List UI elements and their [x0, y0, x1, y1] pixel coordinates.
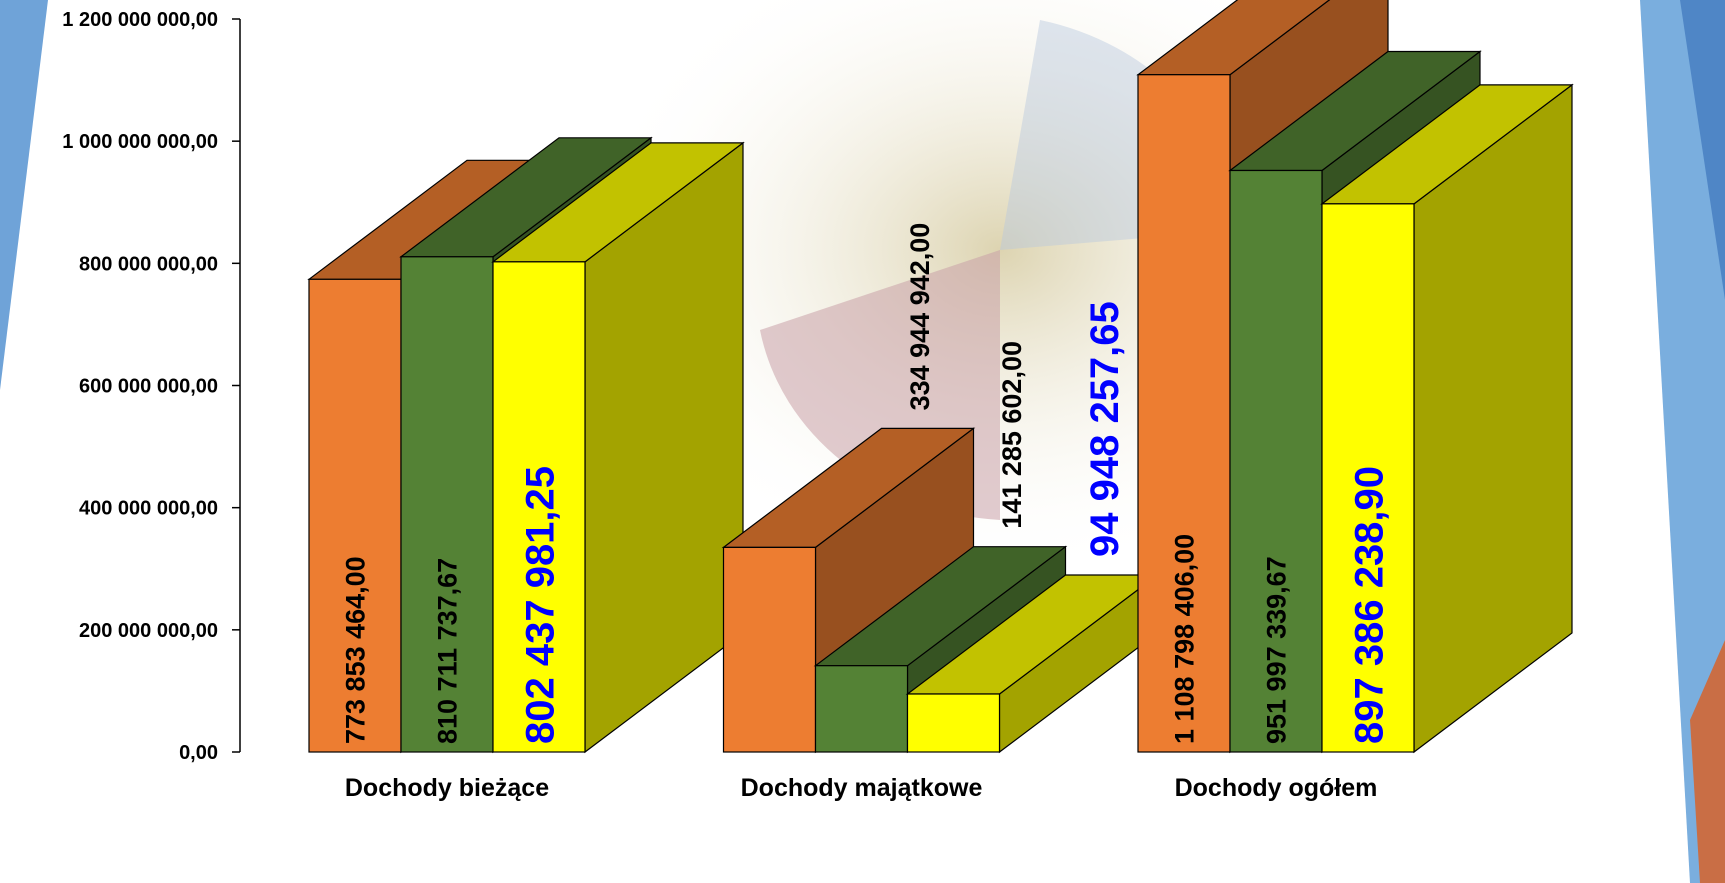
bar: [492, 261, 586, 753]
bar: [400, 256, 494, 753]
bar: [1137, 74, 1231, 753]
y-tick-label: 0,00: [179, 742, 218, 764]
x-tick-label: Dochody majątkowe: [741, 774, 983, 802]
value-label: 810 711 737,67: [433, 558, 463, 744]
y-tick-label: 600 000 000,00: [79, 376, 218, 398]
bg-shape: [0, 0, 48, 390]
value-label: 94 948 257,65: [1083, 301, 1127, 557]
value-label: 802 437 981,25: [518, 466, 562, 744]
y-tick-label: 200 000 000,00: [79, 620, 218, 642]
x-tick-label: Dochody bieżące: [345, 774, 549, 802]
value-label: 773 853 464,00: [341, 556, 371, 744]
bg-shape: [1640, 0, 1725, 883]
bg-shape: [1680, 0, 1725, 300]
value-label: 141 285 602,00: [997, 341, 1027, 529]
y-tick-label: 800 000 000,00: [79, 253, 218, 275]
y-tick-label: 1 200 000 000,00: [62, 9, 218, 31]
bar: [1229, 169, 1323, 753]
value-label: 897 386 238,90: [1347, 466, 1391, 744]
value-label: 951 997 339,67: [1262, 556, 1292, 744]
bar: [906, 693, 1001, 753]
value-label: 334 944 942,00: [905, 223, 935, 411]
bar: [308, 278, 402, 753]
value-label: 1 108 798 406,00: [1170, 534, 1200, 744]
bg-shape: [1690, 640, 1725, 883]
bar: [814, 665, 909, 753]
y-tick-label: 400 000 000,00: [79, 498, 218, 520]
bar: [1321, 203, 1415, 753]
bar: [722, 546, 817, 753]
x-tick-label: Dochody ogółem: [1175, 774, 1378, 802]
y-tick-label: 1 000 000 000,00: [62, 131, 218, 153]
